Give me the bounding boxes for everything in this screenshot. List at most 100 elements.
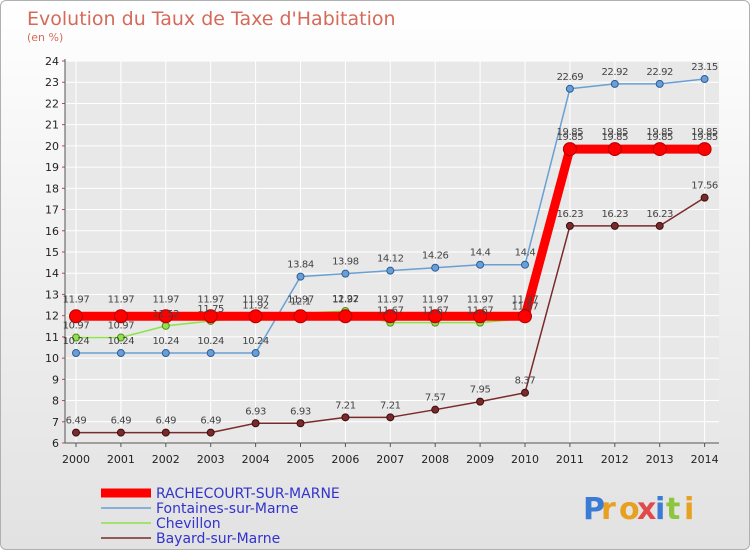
x-tick-label: 2005 [287,453,315,466]
series-point-3 [655,221,664,230]
x-tick-label: 2010 [511,453,539,466]
logo-letter: i [655,492,665,527]
data-label: 6.93 [245,406,266,417]
y-tick-label: 23 [45,76,59,89]
series-point-3 [296,419,305,428]
series-point-0 [473,309,488,324]
data-label: 17.56 [691,181,718,192]
series-point-1 [386,266,395,275]
proxiti-logo: Pr oxi t i [583,492,694,527]
data-label: 11.67 [467,306,494,317]
series-point-1 [431,263,440,272]
series-point-3 [251,419,260,428]
data-label: 19.85 [691,132,718,143]
y-tick-label: 20 [45,140,59,153]
series-point-3 [565,221,574,230]
grid-layer [65,60,719,444]
series-point-0 [293,309,308,324]
data-label: 11.97 [332,294,359,305]
data-label: 14.12 [377,254,404,265]
series-point-3 [431,405,440,414]
logo-letter: P [583,492,605,527]
data-label: 8.37 [515,376,536,387]
series-point-3 [72,428,80,437]
x-tick-label: 2003 [197,453,225,466]
data-label: 11.97 [242,294,269,305]
y-tick-label: 24 [45,55,59,68]
data-label: 11.97 [467,294,494,305]
series-point-0 [203,309,218,324]
data-label: 12.1 [290,297,311,308]
data-label: 14.4 [515,248,536,259]
y-tick-label: 12 [45,310,59,323]
data-label: 19.85 [601,127,628,138]
logo-letter: t [666,492,680,527]
data-label: 11.92 [242,300,269,311]
series-point-0 [158,309,173,324]
data-label: 10.24 [108,336,135,347]
data-label: 22.92 [601,67,628,78]
data-label: 12.22 [332,294,359,305]
data-label: 10.24 [242,336,269,347]
x-tick-label: 2014 [691,453,719,466]
data-label: 11.87 [512,301,539,312]
y-tick-label: 7 [52,416,59,429]
series-point-3 [610,221,619,230]
data-label: 6.49 [111,416,132,427]
legend-label-3: Bayard-sur-Marne [156,531,280,547]
data-label: 10.24 [152,336,179,347]
logo-letter: o [619,492,640,527]
data-label: 19.85 [601,132,628,143]
data-label: 7.21 [335,400,356,411]
data-label: 10.24 [197,336,224,347]
x-tick-label: 2004 [242,453,270,466]
series-point-2 [116,333,125,342]
data-label: 11.97 [152,294,179,305]
data-label: 11.97 [512,294,539,305]
data-label: 6.93 [290,406,311,417]
data-label: 10.97 [63,321,90,332]
series-point-1 [296,272,305,281]
series-point-1 [251,349,260,358]
y-tick-label: 6 [52,437,59,450]
data-label: 19.85 [646,132,673,143]
data-label: 7.57 [425,393,446,404]
series-point-0 [697,142,712,157]
y-tick-label: 16 [45,225,59,238]
data-label: 13.98 [332,257,359,268]
data-label: 11.97 [377,294,404,305]
data-label: 16.23 [646,209,673,220]
logo-letter: x [637,492,656,527]
data-label: 22.92 [646,67,673,78]
x-tick-label: 2013 [646,453,674,466]
data-label: 11.67 [422,306,449,317]
series-point-0 [248,309,263,324]
series-point-3 [476,397,485,406]
series-point-0 [113,309,128,324]
data-label: 11.97 [287,294,314,305]
chart-subtitle: (en %) [27,31,63,44]
data-label: 23.15 [691,62,718,73]
y-tick-label: 15 [45,246,59,259]
series-point-1 [161,349,170,358]
data-label: 22.69 [557,72,584,83]
data-label: 10.24 [63,336,90,347]
series-point-3 [700,193,709,202]
series-point-2 [161,321,170,330]
legend-label-2: Chevillon [156,516,221,532]
series-point-2 [72,333,80,342]
chart-title: Evolution du Taux de Taxe d'Habitation [27,8,396,30]
data-label: 11.97 [197,294,224,305]
data-label: 11.52 [152,309,179,320]
y-tick-label: 18 [45,182,59,195]
data-label: 11.67 [377,306,404,317]
series-point-1 [655,79,664,88]
series-point-1 [341,269,350,278]
series-point-3 [206,428,215,437]
axis-layer: 6 7 8 9 10 11 12 13 14 15 16 17 18 19 20 21 22 23 24 2000 20… [45,55,719,466]
y-tick-label: 17 [45,204,59,217]
legend-label-0: RACHECOURT-SUR-MARNE [156,486,340,502]
x-tick-label: 2002 [152,453,180,466]
series-point-1 [206,349,215,358]
